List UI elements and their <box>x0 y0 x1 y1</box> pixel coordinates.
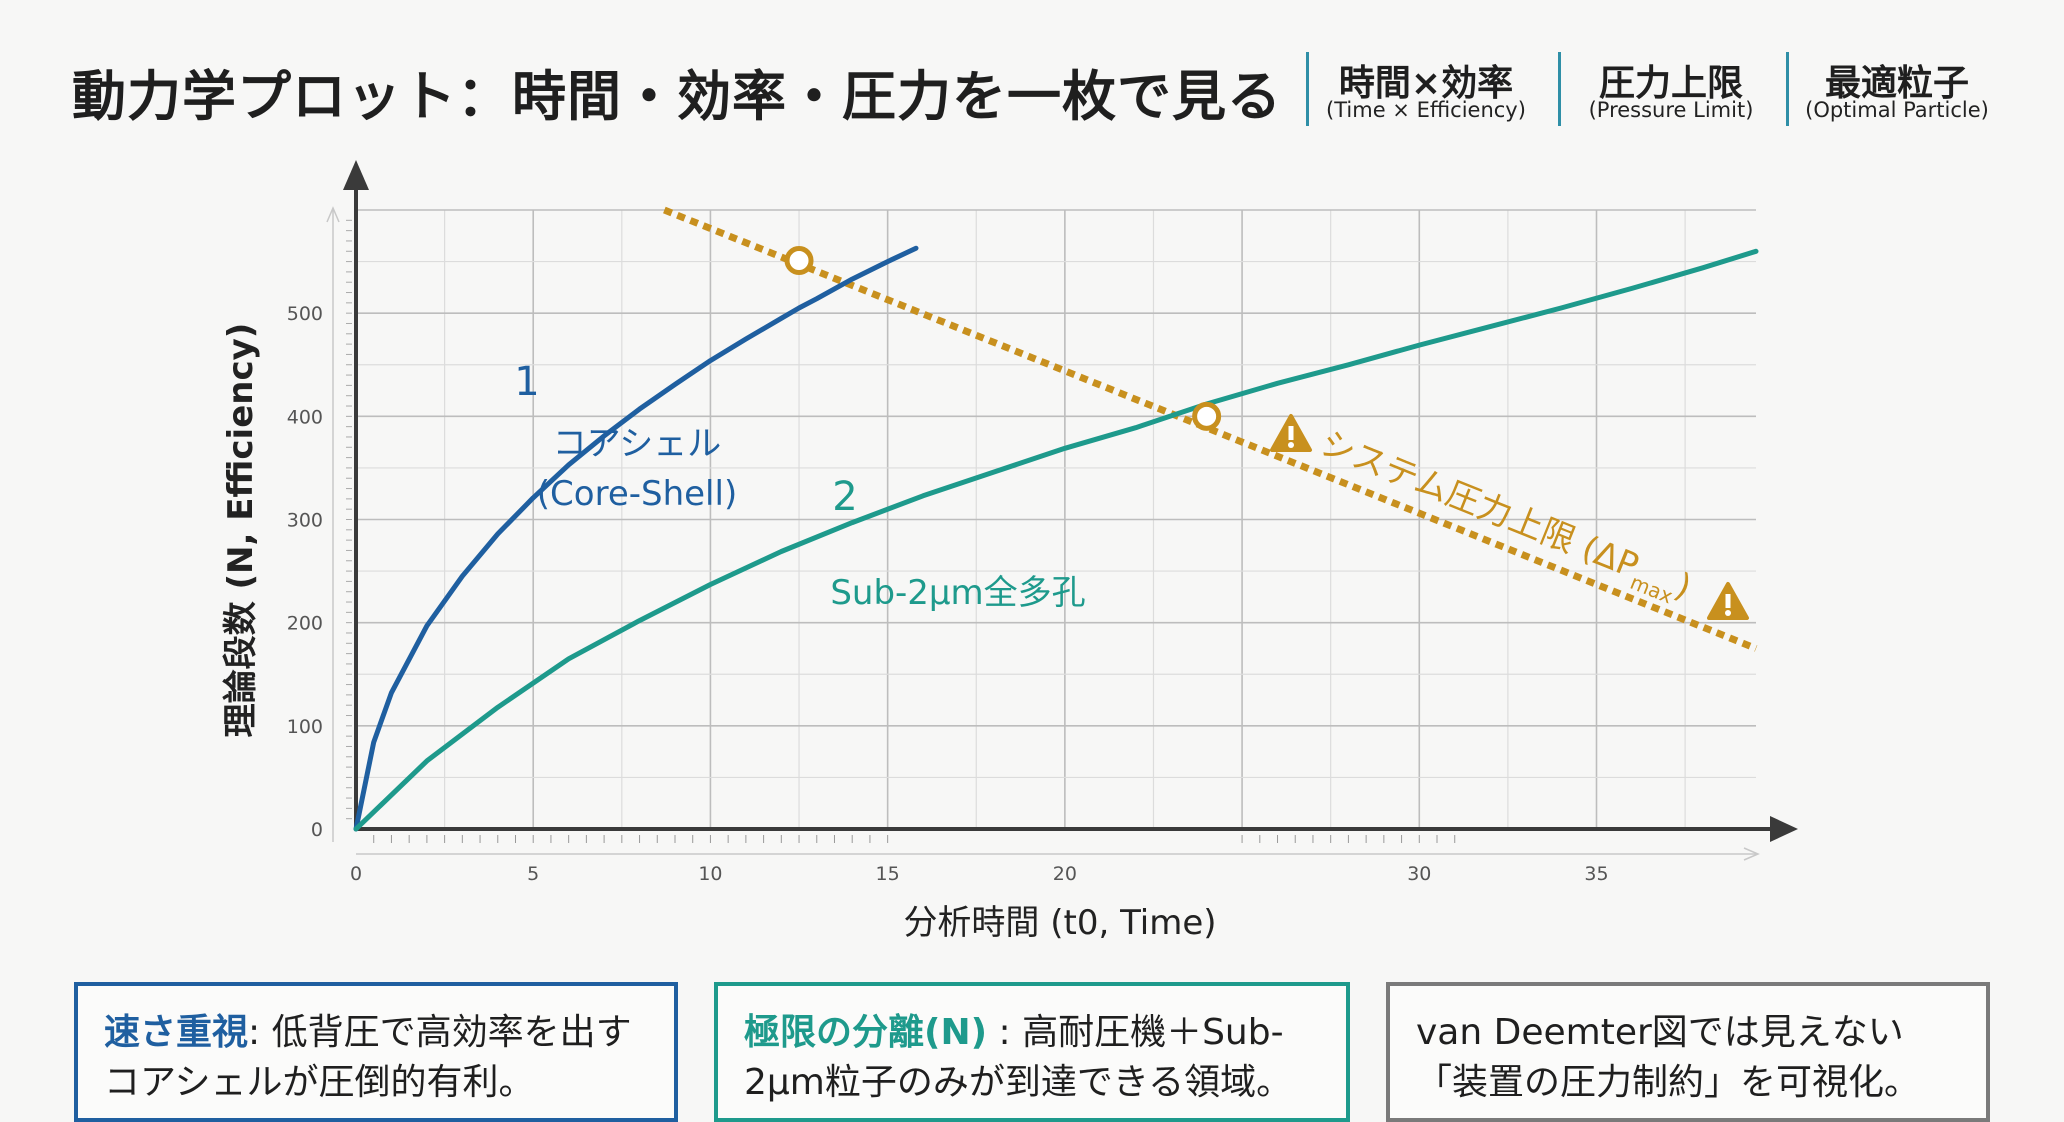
tab-divider <box>1306 52 1309 126</box>
x-axis-secondary-arrow <box>1743 847 1760 861</box>
x-axis-label: 分析時間 (t0, Time) <box>903 903 1216 943</box>
series-1-label-jp: コアシェル <box>553 424 722 464</box>
intersection-marker <box>1192 401 1222 431</box>
page-title: 動力学プロット：時間・効率・圧力を一枚で見る <box>72 65 1282 128</box>
tab-label-jp: 圧力上限 <box>1598 63 1743 104</box>
note-lead: 極限の分離(N) <box>744 1012 988 1053</box>
tab-pressure-limit[interactable]: 圧力上限 (Pressure Limit) <box>1558 48 1784 128</box>
tab-optimal-particle[interactable]: 最適粒子 (Optimal Particle) <box>1786 48 2008 128</box>
warning-icon <box>1707 582 1749 620</box>
tab-label-jp: 最適粒子 <box>1824 63 1969 104</box>
y-tick-label: 200 <box>287 613 323 635</box>
y-tick-label: 500 <box>287 303 323 325</box>
x-tick-label: 35 <box>1584 863 1608 885</box>
y-axis-secondary-arrow <box>326 206 340 223</box>
tab-label-en: (Time × Efficiency) <box>1326 98 1526 122</box>
x-tick-label: 5 <box>527 863 539 885</box>
note-text: : 高耐圧機＋Sub-2μm粒子のみが到達できる領域。 <box>744 1012 1293 1103</box>
note-lead: 速さ重視 <box>104 1012 249 1053</box>
y-tick-label: 300 <box>287 510 323 532</box>
series-1-label-en: (Core-Shell) <box>537 474 737 514</box>
series-2-number: 2 <box>832 474 857 520</box>
x-tick-label: 30 <box>1407 863 1431 885</box>
pressure-limit-label-text: システム圧力上限 (ΔPmax) <box>1312 423 1696 613</box>
note-box-speed: 速さ重視: 低背圧で高効率を出すコアシェルが圧倒的有利。 <box>74 982 678 1122</box>
tab-divider <box>1558 52 1561 126</box>
tab-time-efficiency[interactable]: 時間×効率 (Time × Efficiency) <box>1306 48 1546 128</box>
tab-label-en: (Pressure Limit) <box>1588 98 1754 122</box>
note-text: van Deemter図では見えない「装置の圧力制約」を可視化。 <box>1416 1012 1921 1103</box>
y-tick-label: 0 <box>311 819 323 841</box>
y-tick-label: 400 <box>287 406 323 428</box>
y-tick-label: 100 <box>287 716 323 738</box>
note-box-van-deemter: van Deemter図では見えない「装置の圧力制約」を可視化。 <box>1386 982 1990 1122</box>
x-tick-label: 15 <box>876 863 900 885</box>
series-core-shell-line <box>353 245 919 832</box>
x-tick-label: 20 <box>1053 863 1077 885</box>
x-axis-arrow <box>1770 816 1798 842</box>
intersection-marker <box>784 246 814 276</box>
series-2-label: Sub-2μm全多孔 <box>830 573 1085 613</box>
warning-icon <box>1270 414 1312 452</box>
kinetic-plot-chart: 0 5 10 15 20 30 35 0 100 200 300 400 500 分析時間 (t0, Ti… <box>221 160 1798 943</box>
pressure-limit-label: システム圧力上限 (ΔPmax) <box>1312 423 1697 613</box>
series-sub2um-line <box>353 248 1759 832</box>
series-1-number: 1 <box>514 359 539 405</box>
note-text: : 低背圧で高効率を出すコアシェルが圧倒的有利。 <box>104 1012 632 1103</box>
tab-label-en: (Optimal Particle) <box>1805 98 1989 122</box>
y-axis-arrow <box>343 160 369 190</box>
x-tick-label: 10 <box>698 863 722 885</box>
y-axis-label: 理論段数 (N, Efficiency) <box>221 323 261 738</box>
tab-divider <box>1786 52 1789 126</box>
x-tick-label: 0 <box>350 863 362 885</box>
note-box-separation: 極限の分離(N) : 高耐圧機＋Sub-2μm粒子のみが到達できる領域。 <box>714 982 1350 1122</box>
tab-label-jp: 時間×効率 <box>1338 63 1514 104</box>
